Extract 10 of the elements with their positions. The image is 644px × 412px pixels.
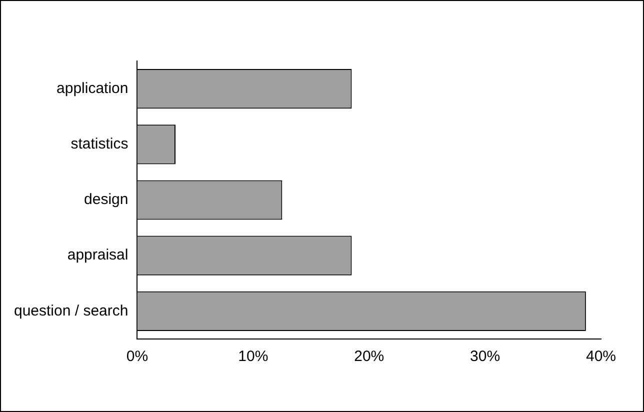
x-tick-label: 20% <box>354 348 384 366</box>
x-tick-label: 10% <box>238 348 268 366</box>
y-tick-label: question / search <box>14 302 128 320</box>
y-tick-label: design <box>84 191 128 208</box>
y-tick-label: application <box>56 80 128 97</box>
x-tick-label: 40% <box>586 348 616 366</box>
x-tick-label: 30% <box>470 348 500 366</box>
y-tick-label: appraisal <box>67 246 128 264</box>
x-tick-label: 0% <box>126 348 148 366</box>
y-tick-label: statistics <box>70 136 128 153</box>
